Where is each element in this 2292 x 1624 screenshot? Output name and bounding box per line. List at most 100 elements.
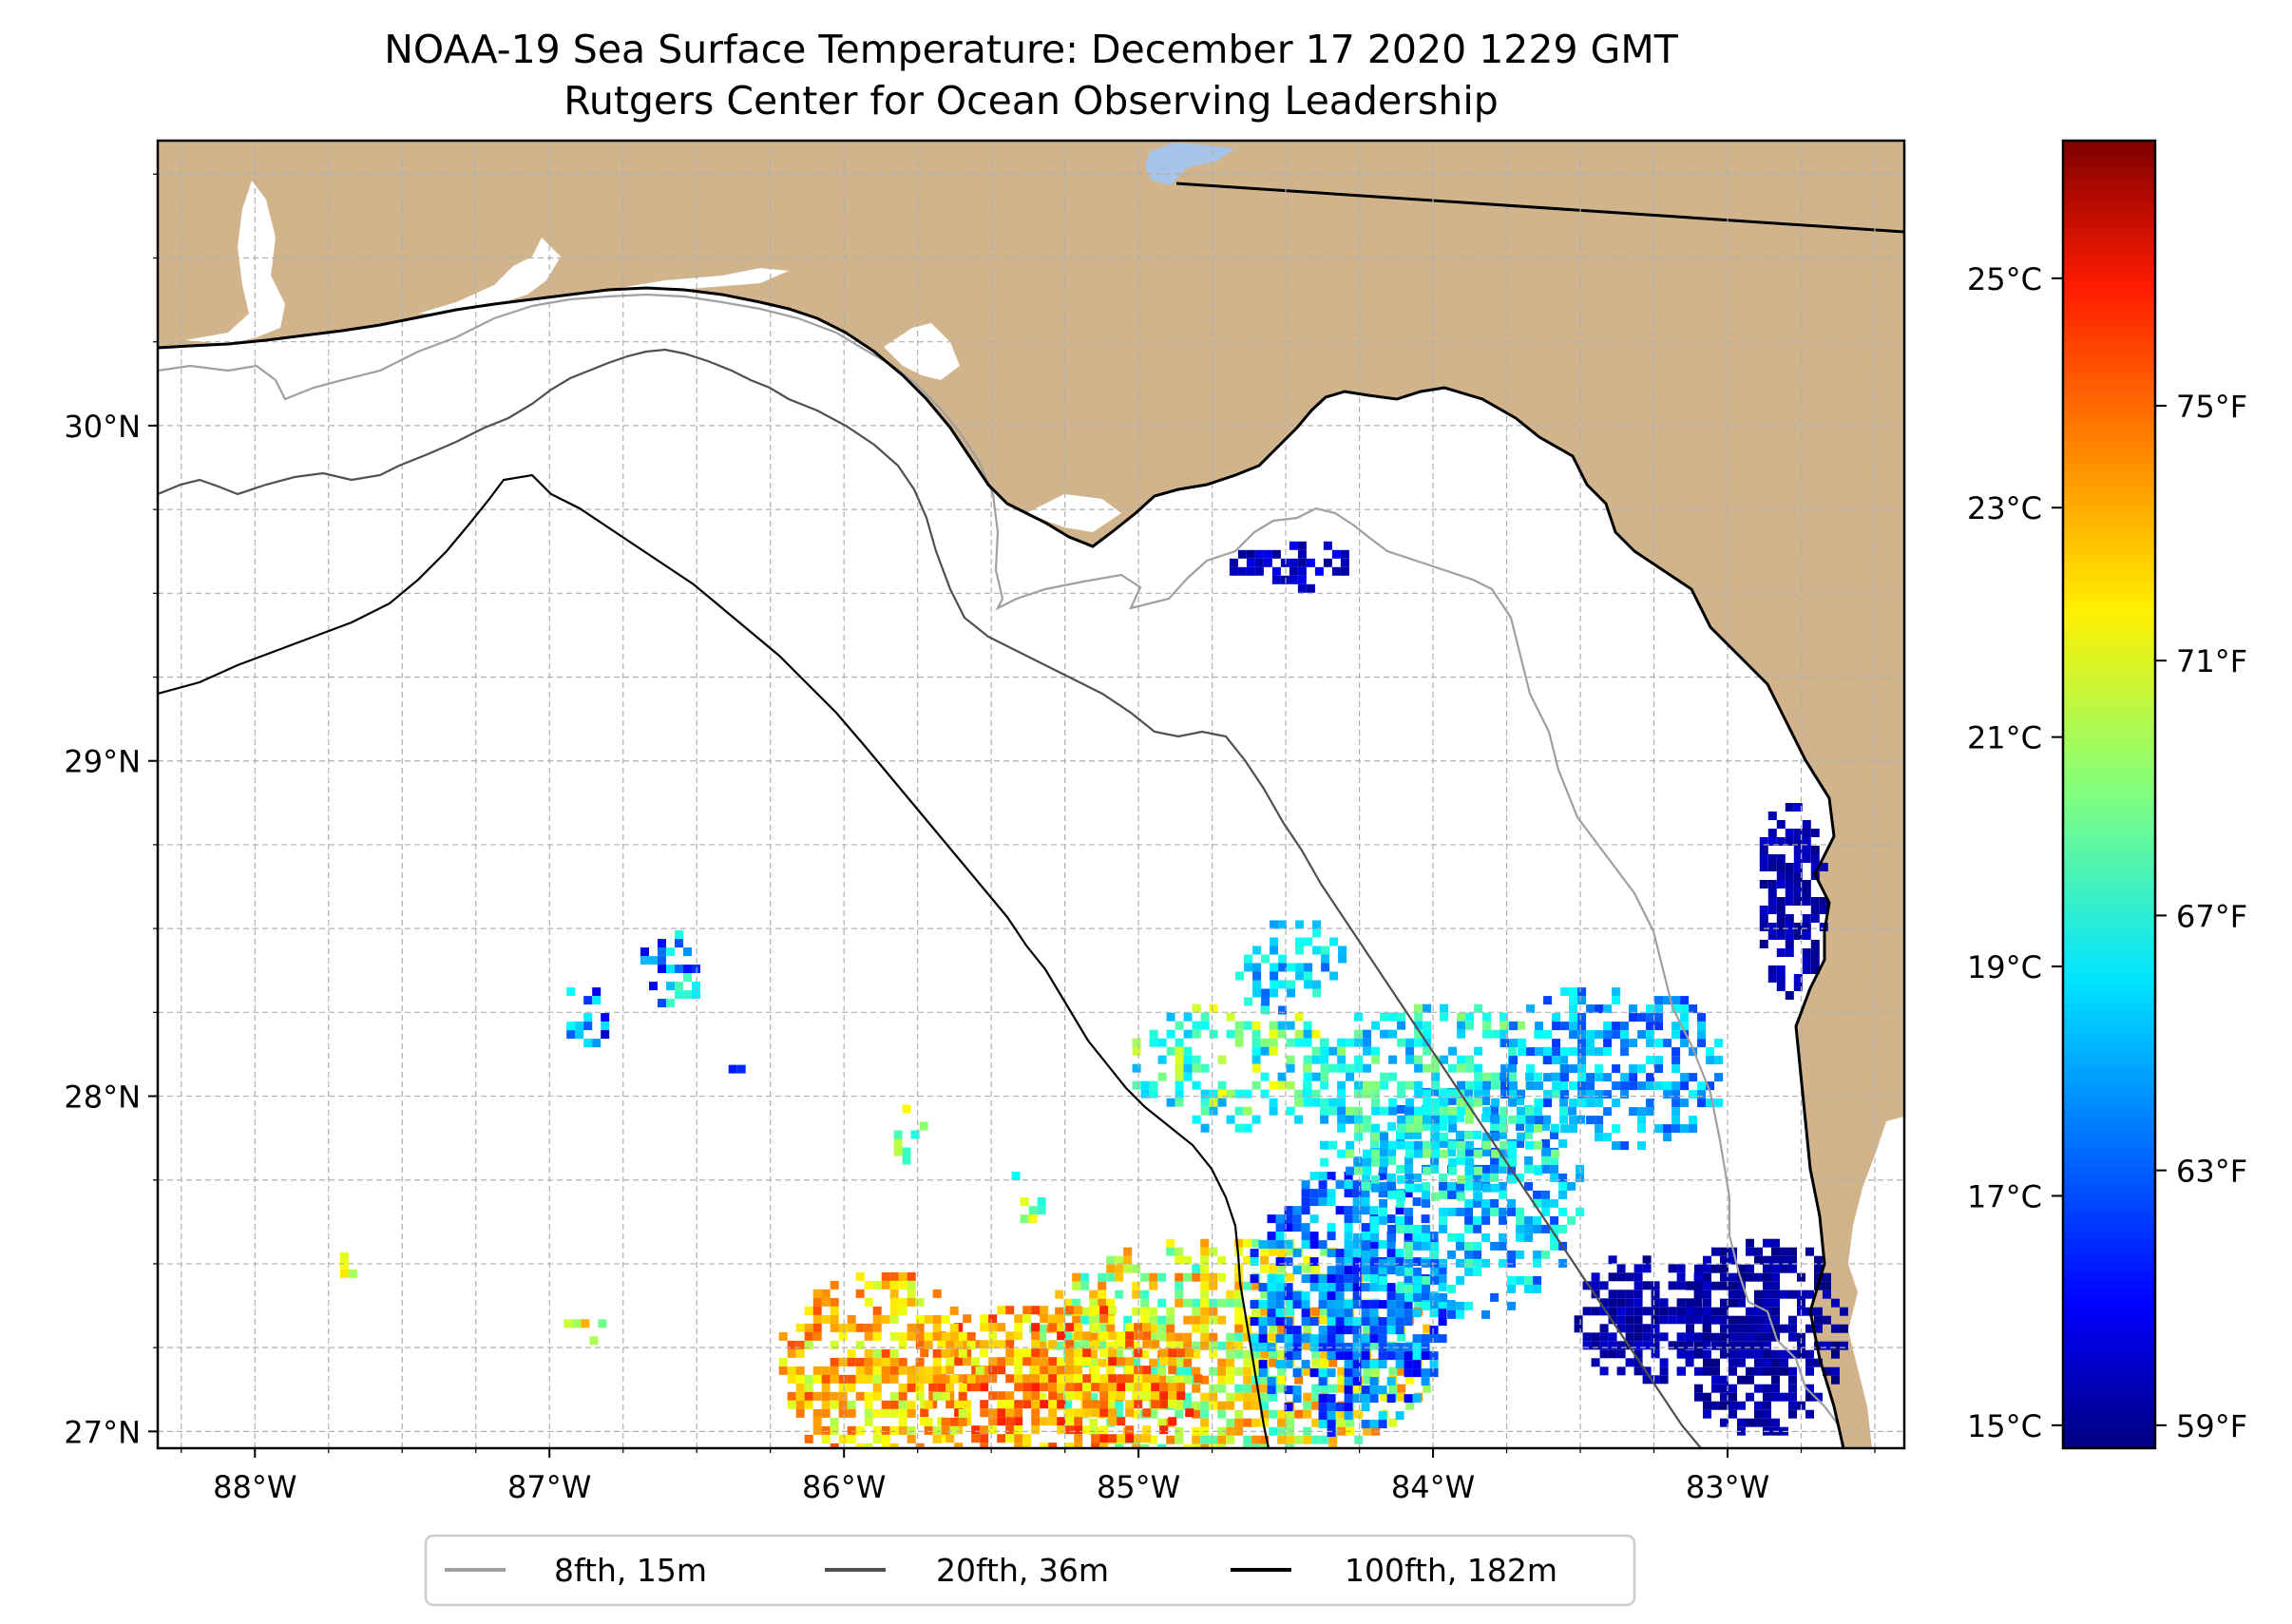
sst-pixel — [1175, 1255, 1184, 1265]
sst-pixel — [1456, 1241, 1465, 1251]
sst-pixel — [1380, 1029, 1389, 1039]
sst-pixel — [1297, 575, 1307, 584]
sst-pixel — [1746, 1272, 1754, 1282]
sst-pixel — [847, 1400, 856, 1409]
sst-pixel — [1286, 1055, 1295, 1064]
sst-pixel — [1654, 1039, 1664, 1048]
sst-pixel — [1363, 1046, 1372, 1056]
sst-pixel — [1831, 1298, 1840, 1308]
sst-pixel — [1344, 1232, 1353, 1241]
sst-pixel — [1363, 1115, 1372, 1124]
sst-pixel — [907, 1289, 916, 1298]
sst-pixel — [1763, 1418, 1771, 1427]
sst-pixel — [1694, 1264, 1703, 1273]
sst-pixel — [1292, 1368, 1302, 1378]
sst-pixel — [881, 1366, 890, 1375]
sst-pixel — [1421, 1334, 1430, 1344]
sst-pixel — [1318, 1189, 1327, 1198]
sst-pixel — [1125, 1408, 1135, 1418]
sst-pixel — [1166, 1012, 1175, 1022]
sst-pixel — [893, 1130, 903, 1139]
sst-pixel — [1352, 1291, 1362, 1301]
sst-pixel — [1620, 1039, 1630, 1048]
sst-pixel — [1361, 1223, 1370, 1232]
sst-pixel — [1802, 931, 1811, 940]
sst-pixel — [1328, 1046, 1338, 1056]
sst-pixel — [1209, 1435, 1218, 1444]
sst-pixel — [1465, 1012, 1475, 1022]
sst-pixel — [1311, 1055, 1321, 1064]
sst-pixel — [1524, 1284, 1534, 1293]
sst-pixel — [658, 999, 666, 1008]
sst-pixel — [1508, 1157, 1518, 1167]
sst-pixel — [1541, 1207, 1551, 1216]
sst-pixel — [1397, 1332, 1406, 1342]
sst-pixel — [932, 1348, 942, 1358]
sst-pixel — [1456, 1309, 1465, 1319]
sst-pixel — [566, 987, 576, 997]
sst-pixel — [1149, 1089, 1158, 1099]
sst-pixel — [1192, 1298, 1201, 1308]
sst-pixel — [649, 982, 658, 991]
sst-pixel — [1271, 566, 1281, 576]
sst-pixel — [1697, 1039, 1707, 1048]
sst-pixel — [1226, 1012, 1235, 1022]
sst-pixel — [830, 1280, 839, 1290]
sst-pixel — [1301, 1309, 1310, 1318]
sst-pixel — [1680, 1004, 1690, 1014]
sst-pixel — [1108, 1408, 1117, 1418]
sst-pixel — [1099, 1408, 1109, 1418]
sst-pixel — [1327, 1232, 1336, 1241]
sst-pixel — [1525, 1072, 1535, 1081]
sst-pixel — [1524, 1232, 1534, 1242]
sst-pixel — [1200, 1392, 1210, 1402]
fahrenheit-tick-label: 75°F — [2176, 389, 2247, 425]
sst-pixel — [1823, 1341, 1831, 1350]
sst-pixel — [1082, 1391, 1092, 1401]
sst-pixel — [1646, 1107, 1655, 1117]
sst-pixel — [1586, 1039, 1595, 1048]
sst-pixel — [1793, 871, 1803, 880]
sst-pixel — [1474, 1046, 1483, 1056]
sst-pixel — [1582, 1332, 1592, 1342]
sst-pixel — [1676, 1272, 1686, 1282]
sst-pixel — [1040, 1306, 1049, 1315]
sst-pixel — [1473, 1267, 1482, 1276]
sst-pixel — [1320, 1247, 1329, 1256]
sst-pixel — [1378, 1189, 1387, 1198]
sst-pixel — [1335, 1403, 1345, 1412]
sst-pixel — [1654, 1064, 1664, 1074]
sst-pixel — [1625, 1272, 1634, 1282]
sst-pixel — [1397, 1115, 1406, 1124]
sst-pixel — [1254, 558, 1264, 567]
sst-pixel — [1328, 1063, 1338, 1073]
sst-pixel — [1612, 1064, 1621, 1074]
sst-pixel — [1267, 1385, 1276, 1395]
sst-pixel — [1490, 1207, 1499, 1216]
sst-pixel — [1335, 1206, 1345, 1215]
sst-pixel — [1542, 1115, 1552, 1124]
sst-pixel — [592, 987, 602, 997]
sst-pixel — [583, 1039, 593, 1048]
sst-pixel — [1776, 863, 1786, 871]
sst-pixel — [1785, 829, 1794, 837]
sst-pixel — [658, 965, 666, 974]
sst-pixel — [1616, 1366, 1626, 1376]
sst-pixel — [1577, 1039, 1587, 1048]
sst-pixel — [932, 1374, 942, 1384]
sst-pixel — [1048, 1442, 1058, 1448]
sst-pixel — [1320, 1315, 1329, 1325]
sst-pixel — [1371, 1183, 1381, 1193]
sst-pixel — [1361, 1232, 1370, 1241]
sst-pixel — [1429, 1300, 1439, 1309]
sst-pixel — [1788, 1375, 1797, 1385]
sst-pixel — [1192, 1080, 1201, 1090]
sst-pixel — [1386, 1343, 1396, 1352]
sst-pixel — [1482, 1080, 1492, 1090]
sst-pixel — [1625, 1307, 1634, 1316]
sst-pixel — [1680, 1099, 1690, 1108]
sst-pixel — [1720, 1264, 1729, 1273]
sst-pixel — [1261, 988, 1270, 998]
sst-pixel — [1612, 1030, 1621, 1040]
sst-pixel — [1335, 1274, 1345, 1284]
